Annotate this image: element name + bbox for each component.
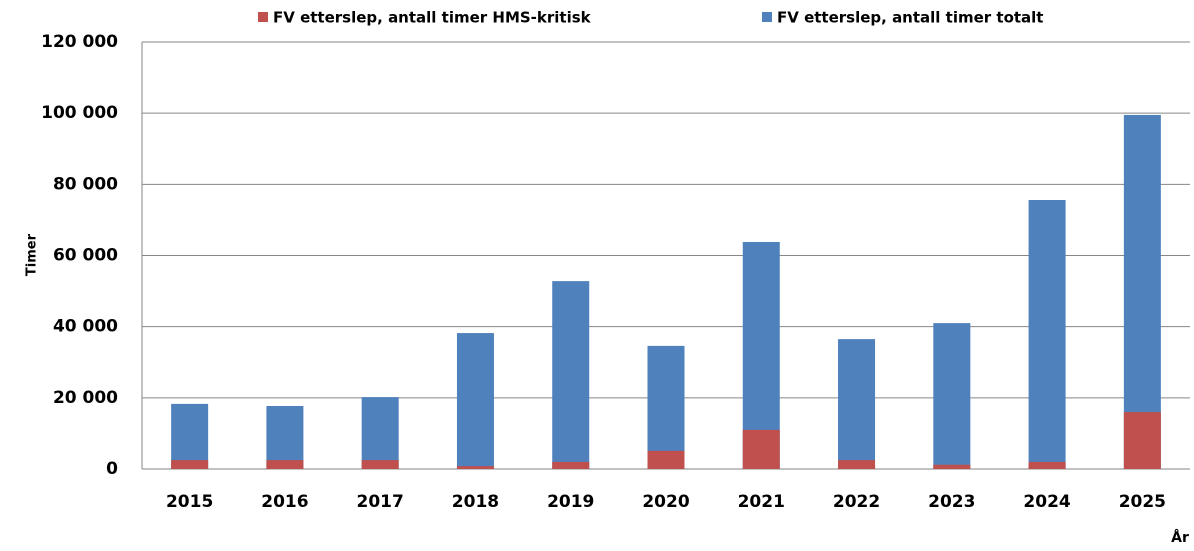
x-tick-label: 2020: [642, 492, 689, 512]
bar: [933, 323, 971, 469]
x-tick-label: 2017: [357, 492, 404, 512]
legend-swatch: [762, 12, 772, 22]
bar: [361, 397, 399, 469]
bar: [1123, 412, 1161, 469]
x-tick-label: 2016: [261, 492, 308, 512]
x-tick-label: 2024: [1023, 492, 1070, 512]
x-tick-label: 2015: [166, 492, 213, 512]
x-tick-label: 2021: [738, 492, 785, 512]
bar: [456, 466, 494, 469]
y-tick-label: 40 000: [53, 317, 118, 337]
bar: [171, 460, 209, 469]
y-tick-label: 120 000: [41, 32, 118, 52]
legend-label: FV etterslep, antall timer HMS-kritisk: [273, 9, 592, 27]
bar: [456, 333, 494, 469]
bar: [266, 406, 304, 469]
y-tick-label: 100 000: [41, 103, 118, 123]
bar: [171, 403, 209, 469]
bar: [1028, 461, 1066, 469]
x-tick-label: 2023: [928, 492, 975, 512]
y-tick-label: 60 000: [53, 246, 118, 266]
legend-swatch: [258, 12, 268, 22]
y-tick-label: 20 000: [53, 388, 118, 408]
y-tick-label: 80 000: [53, 174, 118, 194]
bar: [933, 464, 971, 469]
bar: [552, 461, 590, 469]
x-axis-label: År: [1171, 529, 1189, 546]
y-axis-label: Timer: [25, 233, 40, 276]
bar: [266, 460, 304, 469]
x-tick-label: 2019: [547, 492, 594, 512]
bar: [552, 281, 590, 469]
legend-label: FV etterslep, antall timer totalt: [777, 9, 1043, 27]
y-tick-label: 0: [106, 459, 118, 479]
x-tick-label: 2022: [833, 492, 880, 512]
bar: [647, 450, 685, 469]
bar: [1028, 199, 1066, 470]
bar: [1123, 114, 1161, 469]
bar: [361, 460, 399, 469]
bar: [838, 339, 876, 469]
bar: [742, 429, 780, 469]
bar: [838, 460, 876, 469]
bar: [647, 345, 685, 469]
x-tick-label: 2025: [1119, 492, 1166, 512]
x-tick-label: 2018: [452, 492, 499, 512]
